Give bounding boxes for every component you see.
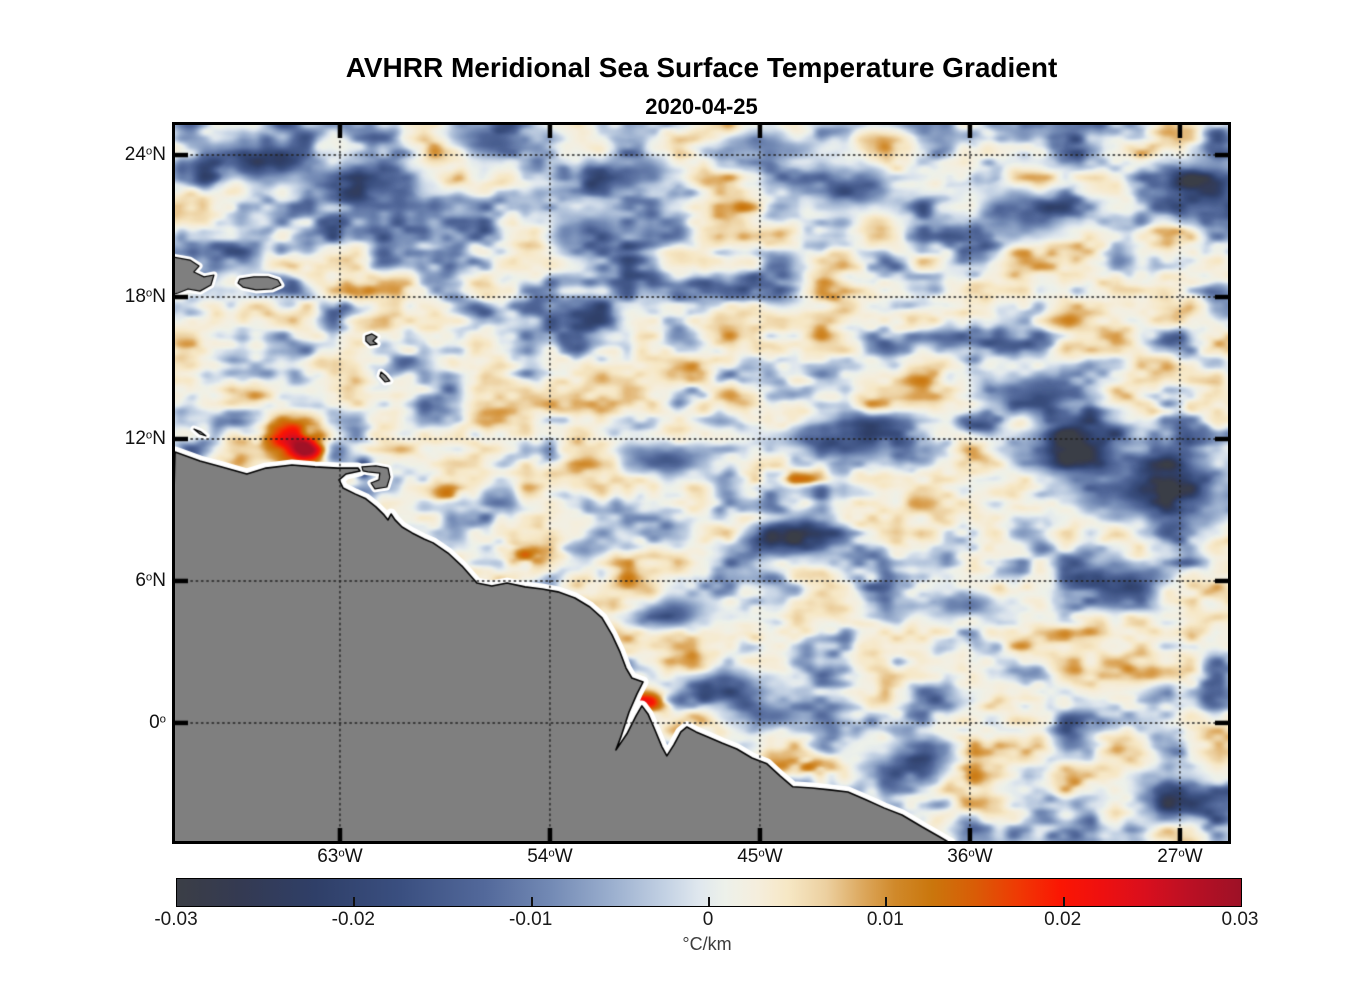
colorbar-unit-label: °C/km bbox=[682, 934, 732, 954]
sst-gradient-map-canvas bbox=[175, 125, 1228, 841]
colorbar-tick-label: 0.01 bbox=[866, 909, 904, 930]
x-tick-label: 63oW bbox=[317, 846, 363, 867]
y-tick-label: 24oN bbox=[124, 144, 166, 166]
degree-superscript: o bbox=[159, 713, 166, 726]
y-tick-label: 0o bbox=[149, 711, 166, 733]
colorbar-tick bbox=[530, 897, 533, 906]
degree-superscript: o bbox=[145, 145, 153, 158]
degree-superscript: o bbox=[758, 847, 765, 860]
degree-superscript: o bbox=[145, 429, 153, 442]
chart-title: AVHRR Meridional Sea Surface Temperature… bbox=[345, 52, 1058, 83]
colorbar-tick-label: 0.03 bbox=[1221, 909, 1259, 930]
colorbar-tick-label: -0.02 bbox=[331, 909, 375, 930]
degree-superscript: o bbox=[145, 287, 153, 300]
degree-superscript: o bbox=[1178, 847, 1185, 860]
x-tick-label: 45oW bbox=[737, 846, 783, 867]
colorbar-tick-label: -0.01 bbox=[509, 909, 553, 930]
y-tick-label: 18oN bbox=[124, 286, 166, 308]
colorbar-tick-label: -0.03 bbox=[154, 909, 198, 930]
degree-superscript: o bbox=[968, 847, 975, 860]
colorbar-tick bbox=[885, 897, 888, 906]
x-tick-label: 36oW bbox=[947, 846, 993, 867]
x-tick-label: 54oW bbox=[527, 846, 573, 867]
degree-superscript: o bbox=[548, 847, 555, 860]
x-tick-label: 27oW bbox=[1157, 846, 1203, 867]
colorbar-tick-label: 0.02 bbox=[1044, 909, 1082, 930]
colorbar-tick bbox=[708, 897, 710, 906]
degree-superscript: o bbox=[145, 571, 153, 584]
y-tick-label: 6oN bbox=[135, 569, 166, 591]
map-plot-area bbox=[172, 122, 1231, 844]
colorbar-tick bbox=[353, 897, 356, 906]
colorbar bbox=[176, 878, 1242, 907]
y-tick-label: 12oN bbox=[124, 427, 166, 449]
colorbar-tick-label: 0 bbox=[702, 909, 714, 930]
chart-date-subtitle: 2020-04-25 bbox=[645, 94, 758, 119]
colorbar-tick bbox=[1062, 897, 1065, 906]
degree-superscript: o bbox=[338, 847, 345, 860]
